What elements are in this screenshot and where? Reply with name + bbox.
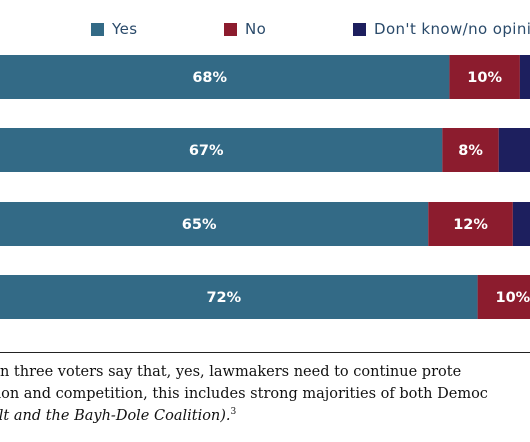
bar-3-no: [428, 202, 513, 246]
data-label-1-no: 10%: [467, 70, 502, 86]
bar-3-don-t-know-no-opinio: [512, 202, 530, 246]
data-label-4-yes: 72%: [206, 290, 241, 306]
bar-1-don-t-know-no-opinio: [519, 55, 530, 99]
data-label-1-yes: 68%: [192, 70, 227, 86]
bar-4-no: [477, 275, 530, 319]
bar-1-yes: [0, 55, 450, 99]
caption-line-1: o in three voters say that, yes, lawmake…: [0, 364, 462, 380]
bar-1-no: [449, 55, 520, 99]
data-label-2-no: 8%: [458, 143, 483, 159]
caption-line-2: ation and competition, this includes str…: [0, 386, 488, 402]
caption-text: o in three voters say that, yes, lawmake…: [0, 361, 530, 427]
data-label-4-no: 10%: [495, 290, 530, 306]
legend-label-yes: Yes: [112, 20, 138, 38]
caption-footnote-ref: 3: [230, 407, 237, 418]
data-label-3-yes: 65%: [182, 217, 217, 233]
legend-swatch-dont-know: [353, 22, 366, 36]
legend-item-dont-know: Don't know/no opinio: [353, 20, 530, 38]
bar-4-yes: [0, 275, 478, 319]
legend-swatch-yes: [91, 22, 104, 36]
bar-2-don-t-know-no-opinio: [498, 128, 530, 172]
data-label-3-no: 12%: [453, 217, 488, 233]
legend-label-no: No: [245, 20, 267, 38]
data-label-2-yes: 67%: [189, 143, 224, 159]
divider-rule: [0, 352, 530, 353]
chart-legend: Yes No Don't know/no opinio: [0, 20, 530, 44]
bar-2-yes: [0, 128, 443, 172]
legend-swatch-no: [224, 22, 237, 36]
caption-line-3: sult and the Bayh-Dole Coalition).3: [0, 405, 530, 427]
bar-3-yes: [0, 202, 429, 246]
caption-line-3-italic: sult and the Bayh-Dole Coalition).: [0, 408, 231, 424]
bar-2-no: [442, 128, 499, 172]
stacked-bar-chart: 68% 10% 67% 8% 65% 12% 72% 10%: [0, 55, 530, 319]
legend-label-dont-know: Don't know/no opinio: [374, 20, 530, 38]
legend-item-yes: Yes: [91, 20, 137, 38]
legend-item-no: No: [224, 20, 266, 38]
